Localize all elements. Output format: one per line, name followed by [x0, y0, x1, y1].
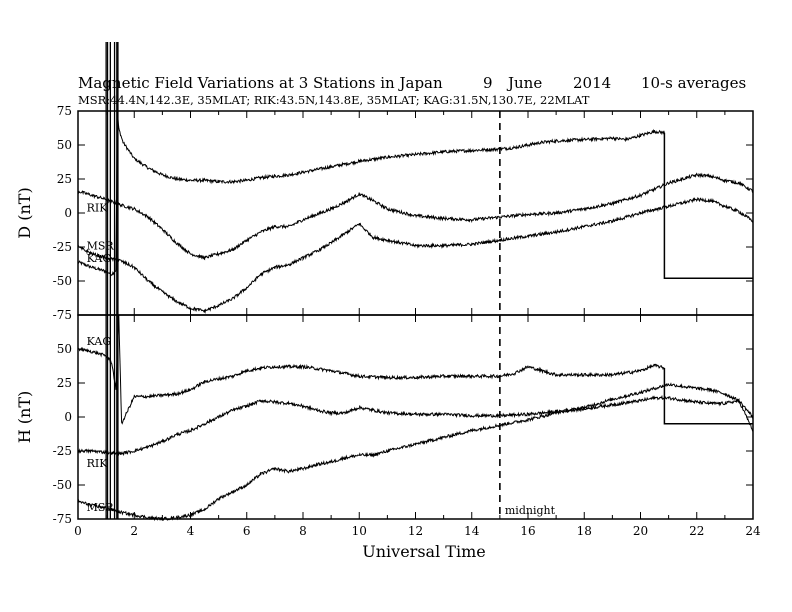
x-tick-label: 22	[689, 524, 704, 538]
data-dropout-H	[663, 368, 753, 425]
chart-title: Magnetic Field Variations at 3 Stations …	[78, 74, 443, 92]
y-tick-label: 0	[64, 206, 72, 220]
x-tick-label: 18	[577, 524, 592, 538]
station-coordinates: MSR:44.4N,142.3E, 35MLAT; RIK:43.5N,143.…	[78, 93, 590, 107]
y-tick-label: 25	[57, 172, 72, 186]
x-axis-label: Universal Time	[362, 542, 485, 561]
series-H-kag	[77, 314, 665, 425]
station-label-D-rik: RIK	[87, 202, 109, 215]
series-H-msr	[77, 382, 754, 522]
chart-date-year: 2014	[573, 74, 611, 92]
x-tick-label: 0	[74, 524, 82, 538]
y-tick-label: -75	[53, 512, 72, 526]
panel-H-frame	[77, 314, 754, 520]
data-dropout-D	[663, 132, 753, 280]
x-tick-label: 2	[130, 524, 138, 538]
series-D-msr	[77, 110, 665, 277]
y-tick-label: 50	[57, 342, 72, 356]
x-tick-label: 4	[187, 524, 195, 538]
midnight-label: midnight	[505, 504, 556, 517]
y-tick-label: 25	[57, 376, 72, 390]
x-tick-label: 6	[243, 524, 251, 538]
y-tick-label: -50	[53, 274, 72, 288]
x-tick-label: 14	[464, 524, 480, 538]
station-label-D-msr: MSR	[87, 240, 115, 253]
station-label-H-rik: RIK	[87, 457, 109, 470]
chart-averaging: 10-s averages	[641, 74, 746, 92]
x-tick-label: 12	[408, 524, 423, 538]
chart-date-month: June	[506, 74, 542, 92]
x-tick-label: 24	[745, 524, 761, 538]
station-label-H-msr: MSR	[87, 501, 115, 514]
y-tick-label: -75	[53, 308, 72, 322]
station-label-D-kag: KAG	[87, 252, 112, 265]
chart-date-day: 9	[483, 74, 493, 92]
series-D-kag	[77, 196, 754, 314]
series-layer	[77, 110, 754, 522]
series-D-rik	[77, 172, 754, 261]
y-tick-label: 75	[57, 104, 72, 118]
y-tick-label: -25	[53, 444, 72, 458]
y-tick-label: 0	[64, 410, 72, 424]
x-tick-label: 20	[633, 524, 648, 538]
series-H-rik	[77, 394, 754, 457]
panel-H-ylabel: H (nT)	[15, 391, 34, 444]
x-tick-label: 8	[299, 524, 307, 538]
station-labels: MSR RIK KAG KAG RIK MSR	[87, 202, 115, 514]
ticks-layer: 0 2 4 6 8 10 12 14 16 18 20 22 247550250-25-50-75502…	[53, 104, 761, 538]
station-label-H-kag: KAG	[87, 335, 112, 348]
panel-D-ylabel: D (nT)	[15, 187, 34, 238]
disturbance-lines	[105, 42, 119, 519]
y-tick-label: -25	[53, 240, 72, 254]
y-tick-label: -50	[53, 478, 72, 492]
x-tick-label: 16	[520, 524, 535, 538]
y-tick-label: 50	[57, 138, 72, 152]
x-tick-label: 10	[352, 524, 367, 538]
panel-D-frame	[77, 110, 754, 316]
